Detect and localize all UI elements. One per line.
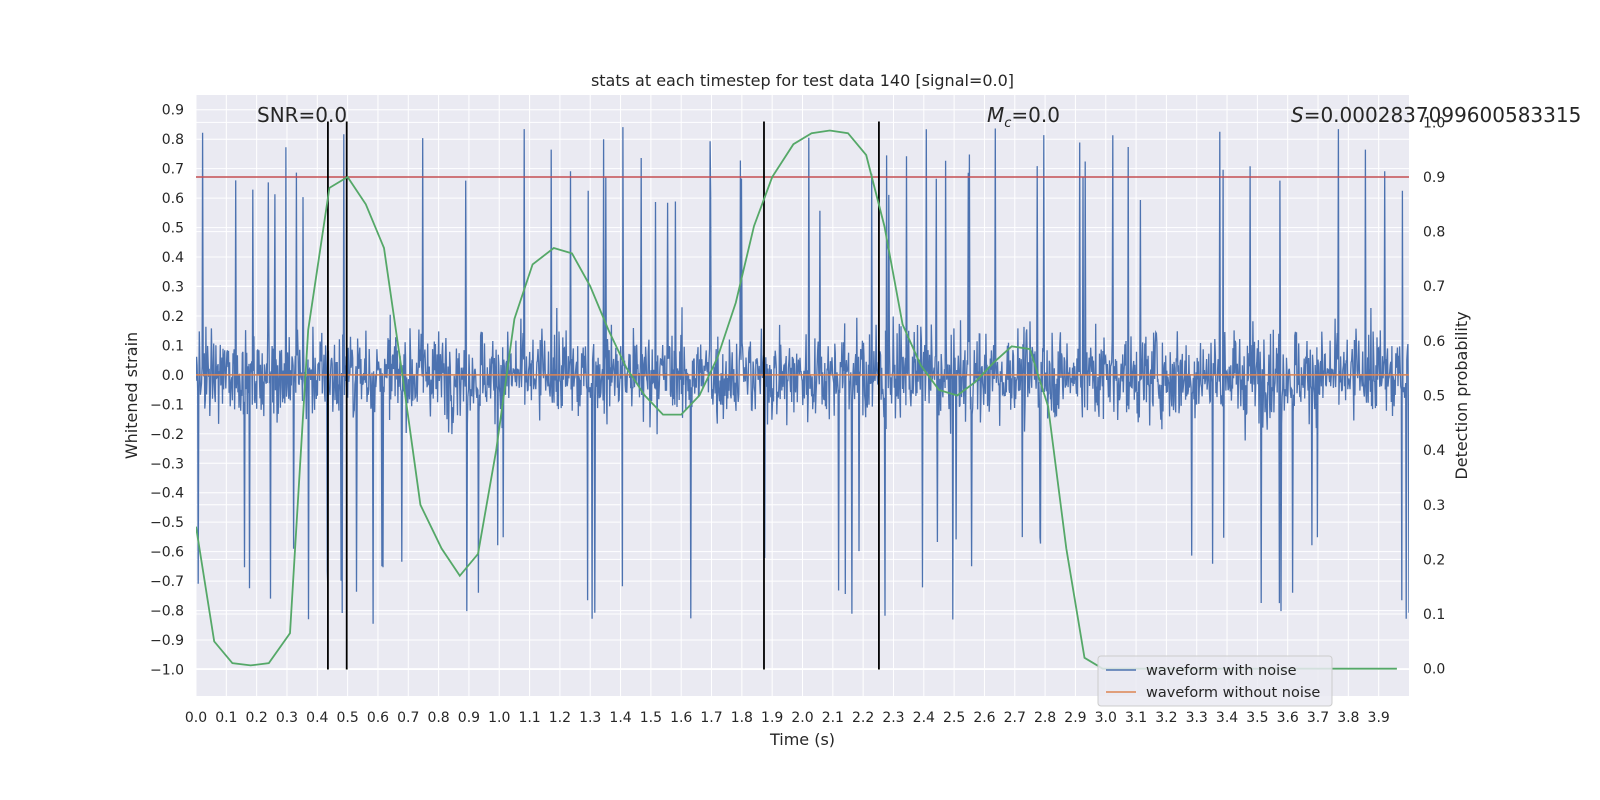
mc-symbol: M: [987, 103, 1004, 127]
x-tick-label: 3.0: [1095, 710, 1117, 726]
snr-annotation: SNR=0.0: [257, 103, 347, 127]
y2-axis-label: Detection probability: [1452, 311, 1471, 479]
x-tick-label: 1.1: [518, 710, 540, 726]
y2-tick-label: 1.0: [1423, 115, 1445, 131]
legend-label-clean: waveform without noise: [1146, 685, 1320, 701]
legend: waveform with noise waveform without noi…: [1097, 655, 1333, 707]
y2-tick-label: 0.0: [1423, 662, 1445, 678]
y-tick-label: 0.1: [162, 338, 184, 354]
x-tick-label: 0.0: [185, 710, 207, 726]
y-tick-label: 0.4: [162, 250, 184, 266]
x-tick-label: 2.2: [852, 710, 874, 726]
x-tick-label: 0.9: [458, 710, 480, 726]
y-tick-label: 0.6: [162, 191, 184, 207]
mc-value: =0.0: [1011, 103, 1060, 127]
x-tick-label: 2.1: [822, 710, 844, 726]
x-tick-label: 3.1: [1125, 710, 1147, 726]
x-tick-label: 1.8: [731, 710, 753, 726]
y-tick-label: −0.4: [150, 486, 184, 502]
x-tick-label: 2.8: [1034, 710, 1056, 726]
y-tick-labels: 0.9 0.8 0.7 0.6 0.5 0.4 0.3 0.2 0.1 0.0 −0.1 −0.2 −0…: [150, 103, 184, 679]
y-tick-label: −0.8: [150, 604, 184, 620]
y-tick-label: −1.0: [150, 662, 184, 678]
y2-tick-label: 0.8: [1423, 225, 1445, 241]
x-tick-label: 2.5: [943, 710, 965, 726]
x-tick-label: 2.3: [882, 710, 904, 726]
x-axis-label: Time (s): [769, 730, 835, 749]
x-tick-label: 0.5: [336, 710, 358, 726]
y2-tick-label: 0.1: [1423, 607, 1445, 623]
x-tick-label: 0.7: [397, 710, 419, 726]
x-tick-label: 0.8: [427, 710, 449, 726]
x-tick-label: 2.9: [1064, 710, 1086, 726]
y2-tick-label: 0.4: [1423, 443, 1445, 459]
x-tick-label: 1.6: [670, 710, 692, 726]
x-tick-label: 0.4: [306, 710, 328, 726]
x-tick-label: 2.7: [1004, 710, 1026, 726]
y-tick-label: 0.8: [162, 132, 184, 148]
mc-subscript: c: [1004, 116, 1011, 131]
y-tick-label: −0.5: [150, 515, 184, 531]
s-symbol: S: [1291, 103, 1304, 127]
x-tick-label: 3.3: [1186, 710, 1208, 726]
y-tick-label: −0.9: [150, 633, 184, 649]
x-tick-label: 1.9: [761, 710, 783, 726]
x-tick-label: 3.8: [1337, 710, 1359, 726]
x-tick-label: 1.0: [488, 710, 510, 726]
x-tick-label: 3.2: [1155, 710, 1177, 726]
s-annotation: S=0.0002837099600583315: [1291, 103, 1581, 127]
y-tick-label: −0.6: [150, 545, 184, 561]
y2-tick-label: 0.3: [1423, 498, 1445, 514]
x-tick-label: 3.9: [1368, 710, 1390, 726]
vertical-markers: [327, 121, 880, 670]
y2-tick-label: 0.7: [1423, 279, 1445, 295]
y-tick-label: −0.3: [150, 456, 184, 472]
legend-label-noise: waveform with noise: [1146, 663, 1297, 679]
chirp-mass-annotation: Mc=0.0: [987, 103, 1060, 131]
y2-tick-label: 0.2: [1423, 552, 1445, 568]
x-tick-label: 0.1: [215, 710, 237, 726]
x-tick-label: 2.0: [791, 710, 813, 726]
y-tick-label: 0.5: [162, 221, 184, 237]
x-tick-label: 3.5: [1246, 710, 1268, 726]
y-tick-label: 0.3: [162, 279, 184, 295]
y2-tick-label: 0.5: [1423, 389, 1445, 405]
x-tick-label: 1.4: [609, 710, 631, 726]
x-tick-label: 3.6: [1277, 710, 1299, 726]
y2-tick-label: 0.6: [1423, 334, 1445, 350]
y-tick-label: 0.7: [162, 162, 184, 178]
y-tick-label: −0.2: [150, 427, 184, 443]
y-tick-label: 0.9: [162, 103, 184, 119]
x-tick-label: 0.6: [367, 710, 389, 726]
x-tick-label: 3.7: [1307, 710, 1329, 726]
y-tick-label: 0.2: [162, 309, 184, 325]
legend-box: [1097, 655, 1333, 707]
chart-title: stats at each timestep for test data 140…: [591, 71, 1014, 90]
x-tick-label: 3.4: [1216, 710, 1238, 726]
x-tick-label: 1.2: [549, 710, 571, 726]
x-tick-label: 0.3: [276, 710, 298, 726]
y-tick-label: −0.1: [150, 397, 184, 413]
y2-tick-label: 0.9: [1423, 170, 1445, 186]
x-tick-label: 0.2: [246, 710, 268, 726]
x-tick-label: 2.4: [913, 710, 935, 726]
s-value: =0.0002837099600583315: [1304, 103, 1582, 127]
x-tick-labels: 0.0 0.1 0.2 0.3 0.4 0.5 0.6 0.7 0.8 0.9 1.0 1.1 1.2 1…: [185, 710, 1390, 726]
x-tick-label: 1.7: [700, 710, 722, 726]
x-tick-label: 1.5: [640, 710, 662, 726]
x-tick-label: 1.3: [579, 710, 601, 726]
y-tick-label: 0.0: [162, 368, 184, 384]
y2-tick-labels: 1.0 0.9 0.8 0.7 0.6 0.5 0.4 0.3 0.2 0.1 0.0: [1423, 115, 1445, 677]
y-axis-label: Whitened strain: [122, 332, 141, 459]
x-tick-label: 2.6: [973, 710, 995, 726]
y-tick-label: −0.7: [150, 574, 184, 590]
